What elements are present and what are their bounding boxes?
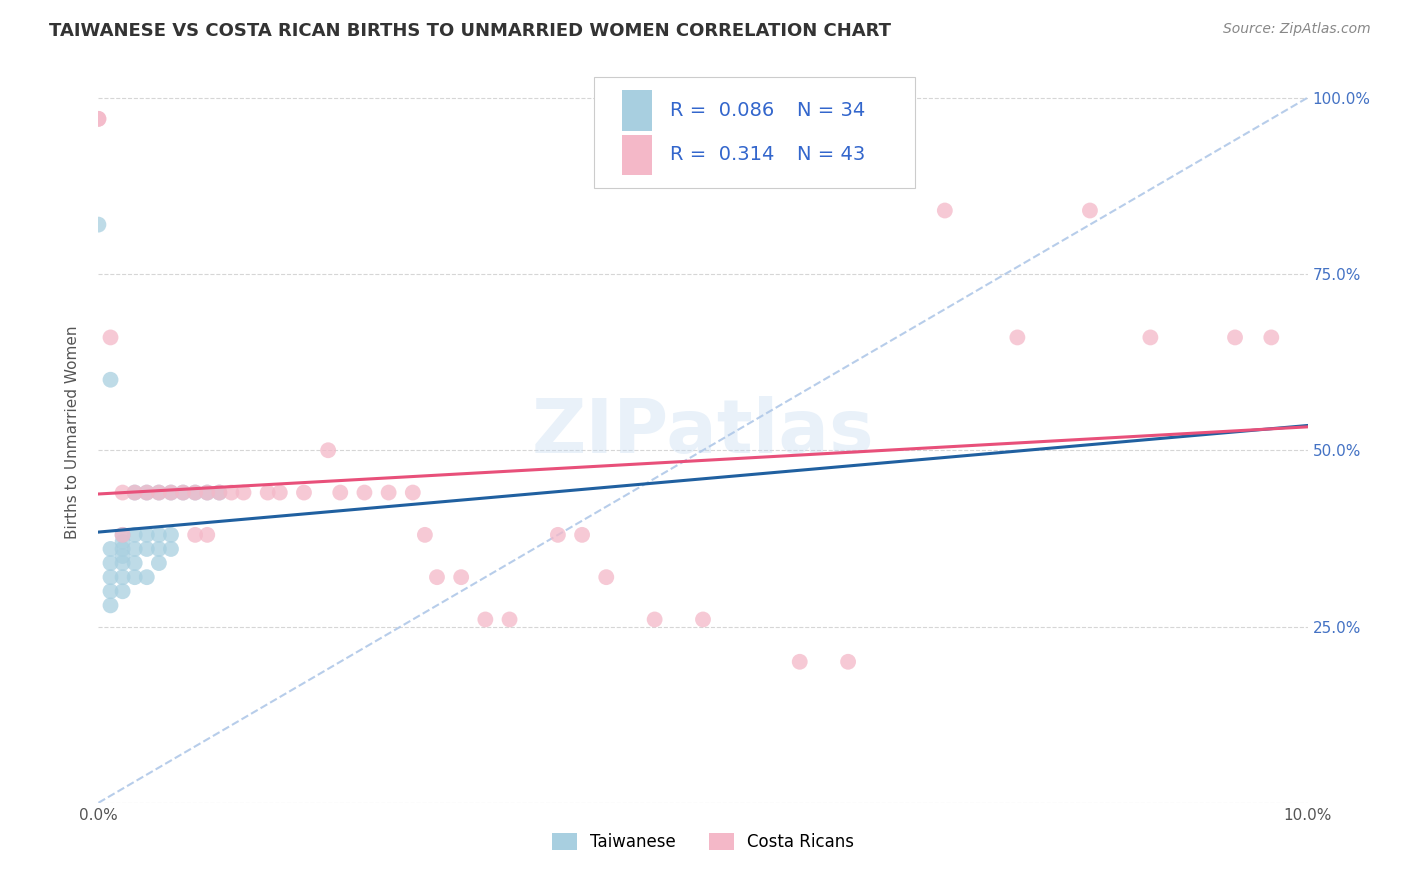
Point (111, 549, 134, 563)
Point (124, 570, 146, 584)
Point (100, 570, 122, 584)
Text: R =  0.314: R = 0.314 (671, 145, 775, 164)
Text: R =  0.086: R = 0.086 (671, 101, 775, 120)
Point (124, 556, 146, 570)
Point (547, 528, 569, 542)
Legend: Taiwanese, Costa Ricans: Taiwanese, Costa Ricans (546, 826, 860, 857)
Point (644, 612, 666, 626)
Point (124, 485, 146, 500)
Point (111, 570, 134, 584)
Text: N = 43: N = 43 (797, 145, 866, 164)
Point (135, 541, 157, 556)
Point (148, 541, 170, 556)
FancyBboxPatch shape (595, 78, 915, 188)
Point (111, 584, 134, 599)
Point (160, 485, 183, 500)
Point (111, 528, 134, 542)
Point (184, 528, 207, 542)
Point (111, 528, 134, 542)
Point (474, 612, 496, 626)
Point (111, 535, 134, 549)
Point (172, 485, 194, 500)
Point (450, 570, 472, 584)
Point (111, 541, 134, 556)
Point (316, 443, 339, 458)
Point (135, 485, 157, 500)
Text: TAIWANESE VS COSTA RICAN BIRTHS TO UNMARRIED WOMEN CORRELATION CHART: TAIWANESE VS COSTA RICAN BIRTHS TO UNMAR… (49, 22, 891, 40)
Point (135, 570, 157, 584)
Point (148, 528, 170, 542)
Point (269, 485, 291, 500)
Point (100, 556, 122, 570)
Point (135, 528, 157, 542)
Point (208, 485, 231, 500)
Point (329, 485, 352, 500)
Point (413, 528, 436, 542)
Point (595, 570, 617, 584)
Point (100, 584, 122, 599)
Point (208, 485, 231, 500)
Point (111, 556, 134, 570)
Point (160, 541, 183, 556)
Point (1139, 330, 1161, 344)
Point (100, 541, 122, 556)
Point (498, 612, 520, 626)
Point (402, 485, 425, 500)
Point (87, 218, 110, 232)
Point (124, 485, 146, 500)
Point (160, 485, 183, 500)
Point (1260, 330, 1282, 344)
Point (100, 599, 122, 613)
Text: Source: ZipAtlas.com: Source: ZipAtlas.com (1223, 22, 1371, 37)
Point (789, 655, 811, 669)
Point (195, 528, 218, 542)
Point (1078, 203, 1101, 218)
Point (160, 528, 183, 542)
Point (571, 528, 593, 542)
Point (111, 485, 134, 500)
Point (148, 485, 170, 500)
Point (292, 485, 315, 500)
Point (837, 655, 859, 669)
Point (172, 485, 194, 500)
Point (148, 556, 170, 570)
Point (87, 112, 110, 126)
Point (195, 485, 218, 500)
Point (195, 485, 218, 500)
Point (353, 485, 375, 500)
Point (232, 485, 254, 500)
Y-axis label: Births to Unmarried Women: Births to Unmarried Women (65, 326, 80, 540)
Text: ZIPatlas: ZIPatlas (531, 396, 875, 469)
FancyBboxPatch shape (621, 135, 652, 176)
Point (184, 485, 207, 500)
Point (1007, 330, 1029, 344)
Point (148, 485, 170, 500)
Point (135, 485, 157, 500)
Point (87, 112, 110, 126)
Point (100, 330, 122, 344)
Point (256, 485, 278, 500)
Point (377, 485, 399, 500)
Point (426, 570, 449, 584)
Point (934, 203, 956, 218)
Point (100, 373, 122, 387)
Point (124, 541, 146, 556)
Text: N = 34: N = 34 (797, 101, 866, 120)
Point (184, 485, 207, 500)
Point (1223, 330, 1246, 344)
FancyBboxPatch shape (621, 90, 652, 131)
Point (692, 612, 714, 626)
Point (221, 485, 243, 500)
Point (124, 528, 146, 542)
